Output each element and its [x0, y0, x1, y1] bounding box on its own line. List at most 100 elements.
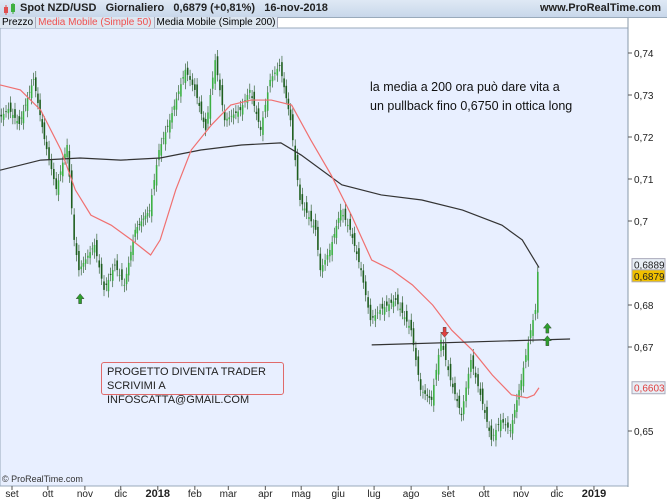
candle — [507, 422, 509, 428]
candle — [534, 310, 537, 315]
candle — [294, 145, 297, 161]
candle — [289, 109, 292, 121]
x-tick-label: nov — [77, 489, 93, 500]
candle — [337, 218, 340, 223]
candle — [303, 208, 306, 211]
candle — [537, 271, 539, 313]
candle — [151, 195, 153, 217]
candle — [249, 89, 251, 93]
candle — [209, 95, 212, 119]
candle — [484, 410, 486, 413]
candle — [57, 180, 60, 195]
price-tag-label: 0,6889 — [634, 261, 665, 272]
candle — [477, 374, 479, 387]
x-tick-label: feb — [188, 489, 202, 500]
candle — [107, 279, 110, 292]
candle — [353, 232, 356, 246]
candle — [299, 184, 301, 200]
legend-ma200[interactable]: Media Mobile (Simple 200) — [154, 17, 279, 28]
y-tick-label: 0,68 — [634, 301, 654, 312]
candle — [392, 301, 395, 307]
candle — [191, 79, 194, 85]
candle — [296, 155, 299, 181]
candle — [194, 84, 196, 90]
candle — [89, 252, 91, 259]
instrument: Spot NZD/USD — [20, 2, 97, 14]
candle — [335, 226, 338, 238]
candle — [367, 297, 369, 308]
x-tick-label: apr — [258, 489, 273, 500]
candle — [532, 320, 534, 336]
candle — [228, 117, 231, 120]
candle — [458, 395, 461, 409]
candle — [175, 98, 178, 110]
candle — [314, 219, 317, 230]
candle — [381, 303, 384, 309]
candle — [0, 114, 3, 117]
candle — [465, 387, 467, 402]
candle — [24, 104, 27, 106]
candle — [479, 388, 482, 395]
legend-ma50[interactable]: Media Mobile (Simple 50) — [36, 17, 155, 28]
candle — [211, 77, 214, 89]
candle — [173, 105, 176, 110]
candle — [232, 114, 235, 119]
candle — [37, 93, 39, 104]
candle — [64, 153, 66, 159]
candle — [45, 141, 48, 150]
x-tick-label: dic — [551, 489, 564, 500]
candle — [20, 117, 23, 119]
candle — [509, 430, 512, 432]
candle — [525, 355, 527, 362]
timeframe: Giornaliero — [105, 2, 165, 14]
candle — [324, 260, 326, 265]
candle — [426, 394, 429, 396]
y-tick-label: 0,71 — [634, 175, 654, 186]
candle — [449, 363, 452, 381]
candle — [278, 65, 281, 66]
candle — [68, 150, 71, 177]
candle — [276, 68, 279, 76]
candle — [184, 69, 187, 83]
candle — [428, 396, 431, 398]
candle — [358, 248, 360, 263]
candle — [529, 330, 532, 338]
candle — [5, 111, 7, 113]
candle — [390, 299, 393, 303]
site-link[interactable]: www.ProRealTime.com — [539, 2, 661, 14]
price-tag — [631, 269, 666, 283]
legend-price[interactable]: Prezzo — [0, 17, 37, 28]
plot-area — [0, 27, 629, 487]
x-tick-label: ott — [478, 489, 489, 500]
candle — [511, 420, 514, 434]
candle — [138, 224, 141, 225]
candle — [182, 77, 184, 79]
candle — [98, 260, 101, 268]
candle — [456, 398, 458, 402]
candle — [114, 264, 116, 266]
x-tick-label: ott — [42, 489, 53, 500]
candle — [148, 210, 151, 212]
candle — [419, 379, 422, 390]
candle — [87, 255, 89, 258]
candle — [216, 56, 219, 76]
candle — [18, 116, 21, 124]
candle — [80, 266, 83, 270]
y-tick-label: 0,65 — [634, 427, 654, 438]
candle — [78, 251, 80, 271]
candle — [342, 215, 344, 217]
candle — [26, 98, 29, 111]
candle — [9, 102, 12, 112]
candle — [326, 255, 329, 260]
promo-line: PROGETTO DIVENTA TRADER — [107, 366, 266, 378]
candle — [180, 84, 182, 97]
candle — [312, 225, 315, 228]
candle — [281, 62, 283, 77]
candle — [237, 111, 239, 117]
candle — [292, 114, 294, 141]
candle — [105, 283, 108, 285]
candle — [164, 132, 167, 145]
arrow-up-icon — [75, 293, 85, 304]
candle — [522, 367, 525, 387]
